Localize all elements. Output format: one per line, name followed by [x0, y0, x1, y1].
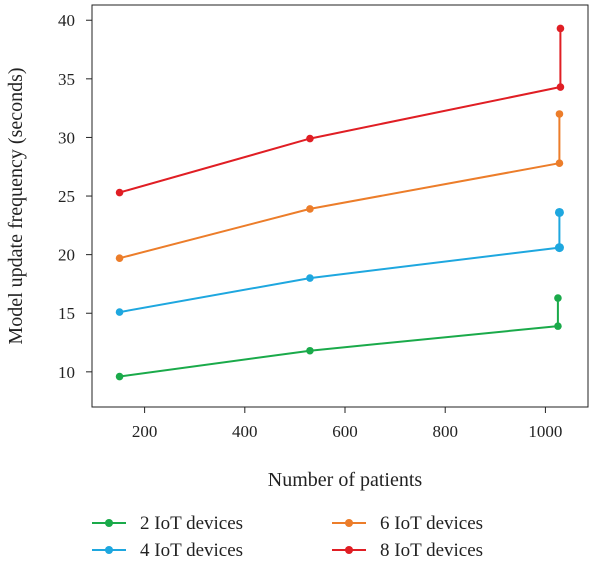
x-axis-ticks: 200 400 600 800 1000: [132, 407, 562, 441]
y-tick-label: 30: [58, 128, 75, 147]
legend-swatch-marker: [105, 519, 113, 527]
legend-item: 6 IoT devices: [332, 513, 483, 534]
legend-label: 4 IoT devices: [140, 540, 243, 561]
data-point: [555, 159, 564, 168]
series-3: [115, 110, 564, 262]
data-point: [306, 274, 314, 282]
y-tick-label: 35: [58, 70, 75, 89]
x-axis-title: Number of patients: [268, 469, 423, 491]
data-point: [115, 188, 124, 197]
data-point: [554, 294, 562, 302]
y-axis-title: Model update frequency (seconds): [5, 67, 27, 344]
series-2: [115, 207, 564, 316]
x-tick-label: 200: [132, 422, 158, 441]
series-line: [119, 212, 561, 314]
x-tick-label: 600: [332, 422, 358, 441]
legend-item: 2 IoT devices: [92, 513, 243, 534]
data-point: [554, 243, 564, 253]
legend-item: 8 IoT devices: [332, 540, 483, 561]
data-point: [115, 254, 124, 262]
y-tick-label: 25: [58, 187, 75, 206]
series-line: [119, 114, 561, 260]
series-line: [119, 298, 559, 378]
data-point: [115, 372, 124, 381]
data-point: [306, 205, 314, 213]
data-point: [556, 24, 565, 33]
series-1: [115, 294, 562, 381]
y-tick-label: 10: [58, 363, 75, 382]
x-tick-label: 1000: [528, 422, 562, 441]
x-tick-label: 400: [232, 422, 258, 441]
data-point: [556, 83, 565, 91]
legend-swatch-marker: [345, 546, 353, 554]
legend-item: 4 IoT devices: [92, 540, 243, 561]
y-tick-label: 15: [58, 304, 75, 323]
data-point: [554, 207, 564, 217]
series-4: [115, 24, 565, 197]
y-tick-label: 20: [58, 246, 75, 265]
data-point: [554, 322, 562, 330]
data-point: [555, 110, 564, 118]
data-point: [115, 308, 124, 316]
y-tick-label: 40: [58, 11, 75, 30]
y-axis-ticks: 10 15 20 25 30 35 40: [58, 11, 92, 382]
data-point: [306, 346, 314, 355]
legend-label: 2 IoT devices: [140, 513, 243, 534]
legend-swatch-marker: [105, 546, 113, 554]
legend-label: 8 IoT devices: [380, 540, 483, 561]
legend: 2 IoT devices 4 IoT devices 6 IoT devices 8…: [92, 513, 483, 561]
data-point: [306, 134, 314, 143]
legend-swatch-marker: [345, 519, 353, 527]
series-line: [119, 28, 562, 194]
series-layer: [115, 24, 565, 381]
x-tick-label: 800: [432, 422, 458, 441]
legend-label: 6 IoT devices: [380, 513, 483, 534]
plot-frame: [91, 4, 589, 408]
